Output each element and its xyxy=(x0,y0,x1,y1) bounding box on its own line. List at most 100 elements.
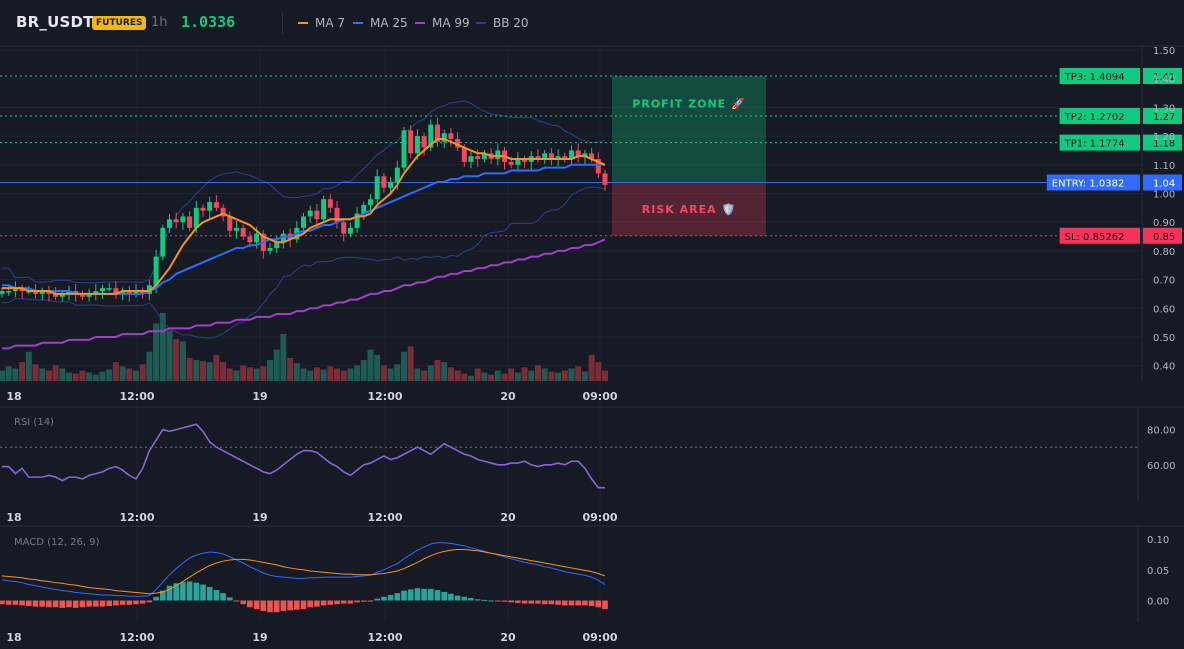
macd-line xyxy=(1,542,606,597)
volume-bar xyxy=(602,370,608,381)
bb-lower-line xyxy=(2,186,606,339)
time-axis-tick: 09:00 xyxy=(582,511,617,524)
price-axis-tick: 1.00 xyxy=(1153,189,1175,200)
candle-body xyxy=(46,291,52,294)
macd-histogram-bar xyxy=(32,600,39,607)
macd-histogram-bar xyxy=(86,600,92,607)
volume-bar xyxy=(280,333,287,381)
volume-bar xyxy=(173,339,180,381)
macd-histogram-bar xyxy=(200,584,206,601)
volume-bar xyxy=(260,366,267,381)
time-axis-tick: 20 xyxy=(500,511,516,524)
bb-upper-line xyxy=(2,100,606,284)
macd-histogram-bar xyxy=(588,600,595,607)
candle-body xyxy=(321,199,327,220)
candle-body xyxy=(267,248,273,251)
volume-bar xyxy=(112,362,119,381)
candle-body xyxy=(595,159,601,174)
macd-histogram-bar xyxy=(72,600,79,608)
time-axis-tick: 09:00 xyxy=(582,631,617,644)
ma99-swatch xyxy=(415,22,425,24)
macd-histogram-bar xyxy=(106,600,112,607)
volume-bar xyxy=(5,366,12,381)
volume-bar xyxy=(52,365,59,381)
macd-histogram-bar xyxy=(46,600,52,608)
candle-body xyxy=(569,150,574,160)
volume-bar xyxy=(367,349,374,381)
level-tag xyxy=(1046,174,1140,191)
macd-histogram-bar xyxy=(99,600,106,607)
legend-bb20-label: BB 20 xyxy=(493,16,529,30)
volume-bar xyxy=(86,372,93,381)
level-tag-label: TP3: 1.4094 xyxy=(1064,72,1125,83)
macd-histogram-bar xyxy=(394,593,401,601)
macd-histogram-bar xyxy=(66,600,72,608)
volume-bar xyxy=(461,373,468,381)
candle-body xyxy=(461,147,467,162)
legend-ma99[interactable]: MA 99 xyxy=(415,16,470,30)
timeframe-label[interactable]: 1h xyxy=(151,15,168,30)
candle-body xyxy=(73,291,79,294)
candle-body xyxy=(522,159,528,162)
candle-body xyxy=(508,161,514,165)
macd-histogram-bar xyxy=(220,593,226,601)
volume-bar xyxy=(468,375,474,381)
candle-body xyxy=(441,133,447,142)
volume-bar xyxy=(72,373,79,381)
macd-histogram-bar xyxy=(387,594,394,601)
candle-body xyxy=(334,207,340,223)
legend-ma99-label: MA 99 xyxy=(432,16,470,30)
signal-line xyxy=(1,549,606,595)
candle-body xyxy=(535,156,541,160)
legend-ma7-label: MA 7 xyxy=(315,16,346,30)
macd-histogram-bar xyxy=(294,600,300,610)
time-axis-tick: 12:00 xyxy=(367,390,402,403)
macd-histogram-bar xyxy=(273,600,280,613)
legend-ma25[interactable]: MA 25 xyxy=(353,16,408,30)
volume-bar xyxy=(179,341,186,381)
volume-bar xyxy=(39,368,46,381)
volume-bar xyxy=(66,372,72,381)
macd-histogram-bar xyxy=(119,600,126,605)
time-axis-tick: 19 xyxy=(252,631,267,644)
level-tag-label: SL: 0.85262 xyxy=(1065,232,1125,243)
volume-bar xyxy=(213,354,220,381)
candle-body xyxy=(113,288,119,294)
macd-title: MACD (12, 26, 9) xyxy=(14,537,100,548)
ma7-line xyxy=(2,137,606,295)
candle-body xyxy=(207,202,213,211)
macd-histogram-bar xyxy=(186,581,193,601)
volume-bar xyxy=(387,368,394,381)
legend-ma7[interactable]: MA 7 xyxy=(298,16,345,30)
volume-bar xyxy=(528,370,535,381)
futures-badge: FUTURES xyxy=(92,16,147,30)
volume-bar xyxy=(568,368,575,381)
candle-body xyxy=(468,156,474,162)
time-axis-tick: 19 xyxy=(252,390,267,403)
candle-body xyxy=(347,227,353,234)
price-axis-tick: 0.60 xyxy=(1153,304,1175,315)
volume-bar xyxy=(273,349,280,381)
volume-bar xyxy=(45,370,52,381)
volume-bar xyxy=(514,372,521,381)
volume-bar xyxy=(474,368,481,381)
volume-bar xyxy=(313,367,320,381)
price-axis-tick: 0.50 xyxy=(1153,333,1175,344)
price-axis-tick: 1.20 xyxy=(1153,132,1175,143)
candle-body xyxy=(428,124,434,148)
legend-bb20[interactable]: BB 20 xyxy=(476,16,529,30)
candle-body xyxy=(448,133,454,139)
level-axis-tag xyxy=(1143,227,1182,244)
price-axis-tick: 0.90 xyxy=(1153,218,1175,229)
candle-body xyxy=(314,210,320,220)
candle-body xyxy=(234,227,239,231)
macd-histogram-bar xyxy=(555,600,561,605)
volume-bar xyxy=(441,362,448,381)
macd-histogram-bar xyxy=(26,600,32,607)
candle-body xyxy=(548,153,554,160)
candle-body xyxy=(401,130,407,168)
symbol-label[interactable]: BR_USDT xyxy=(16,13,94,31)
level-axis-label: 1.27 xyxy=(1153,112,1175,123)
volume-bar xyxy=(548,371,555,381)
